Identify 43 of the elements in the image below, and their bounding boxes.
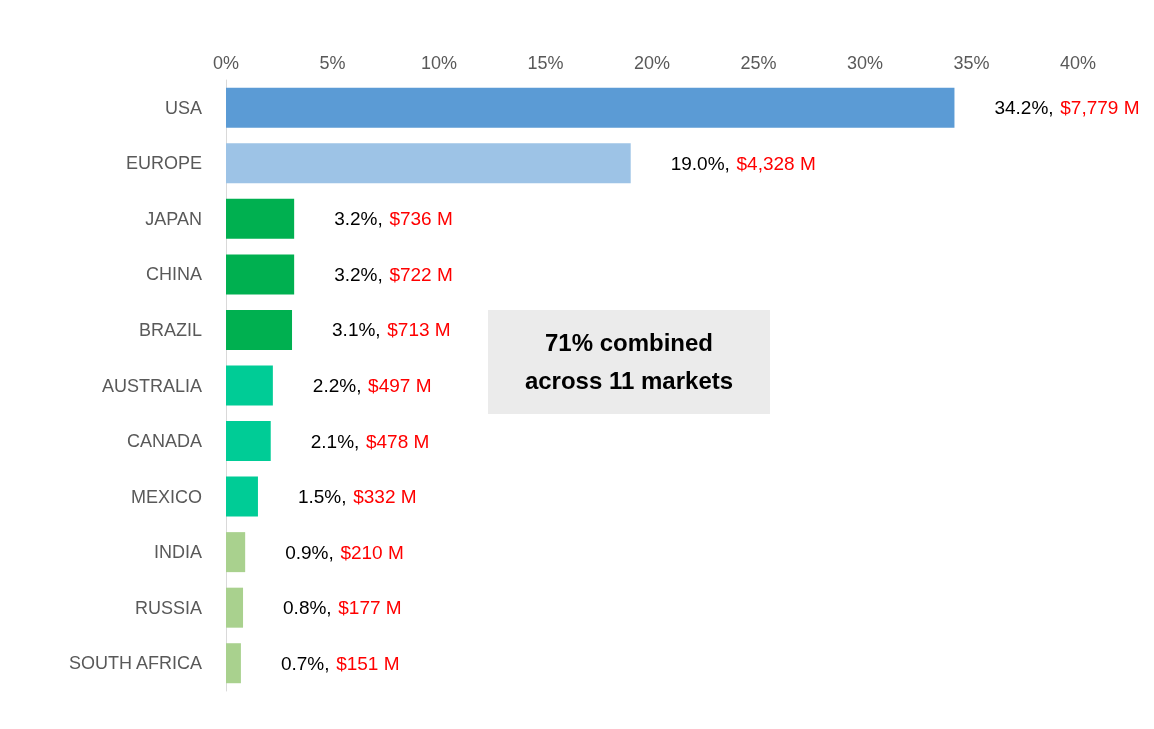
- x-tick-label: 30%: [846, 53, 884, 73]
- bar: [226, 254, 295, 295]
- x-tick-label: 5%: [319, 53, 346, 73]
- y-tick-label: SOUTH AFRICA: [68, 653, 202, 674]
- data-label: 0.9%, $210 M: [285, 541, 404, 563]
- x-tick-label: 15%: [527, 53, 564, 73]
- y-tick-label: USA: [164, 97, 202, 118]
- annotation: 71% combined across 11 markets: [488, 310, 770, 414]
- bar: [226, 421, 271, 462]
- x-tick-label: 0%: [212, 53, 240, 73]
- bar: [226, 198, 295, 239]
- bar: [226, 476, 258, 517]
- x-tick-label: 35%: [953, 53, 990, 73]
- bar: [226, 532, 246, 573]
- y-tick-label: JAPAN: [145, 208, 202, 229]
- y-tick-label: BRAZIL: [138, 319, 202, 340]
- bar: [226, 365, 273, 406]
- data-label: 0.8%, $177 M: [283, 597, 402, 619]
- data-label: 2.2%, $497 M: [312, 375, 432, 396]
- y-tick-label: CHINA: [145, 264, 202, 285]
- data-label: 0.7%, $151 M: [280, 652, 400, 674]
- y-tick-label: AUSTRALIA: [101, 375, 202, 396]
- data-label: 1.5%, $332 M: [297, 486, 417, 508]
- data-label: 3.1%, $713 M: [332, 319, 451, 341]
- data-label: 34.2%, $7,779 M: [994, 97, 1140, 119]
- bar: [226, 309, 293, 350]
- x-tick-label: 10%: [420, 53, 458, 73]
- y-tick-label: EUROPE: [125, 153, 202, 174]
- y-tick-label: RUSSIA: [134, 597, 202, 618]
- y-tick-label: CANADA: [126, 431, 202, 452]
- data-label: 19.0%, $4,328 M: [670, 152, 816, 174]
- data-label: 3.2%, $722 M: [334, 263, 453, 285]
- y-tick-label: INDIA: [153, 542, 202, 563]
- data-label: 2.1%, $478 M: [310, 430, 430, 452]
- x-tick-label: 20%: [633, 53, 671, 73]
- x-tick-label: 40%: [1059, 53, 1097, 73]
- bar: [226, 143, 631, 184]
- bar: [226, 87, 955, 128]
- data-label: 3.2%, $736 M: [334, 208, 453, 230]
- bar: [226, 643, 241, 684]
- y-tick-label: MEXICO: [130, 486, 202, 507]
- bar: [226, 587, 244, 628]
- x-tick-label: 25%: [740, 53, 777, 73]
